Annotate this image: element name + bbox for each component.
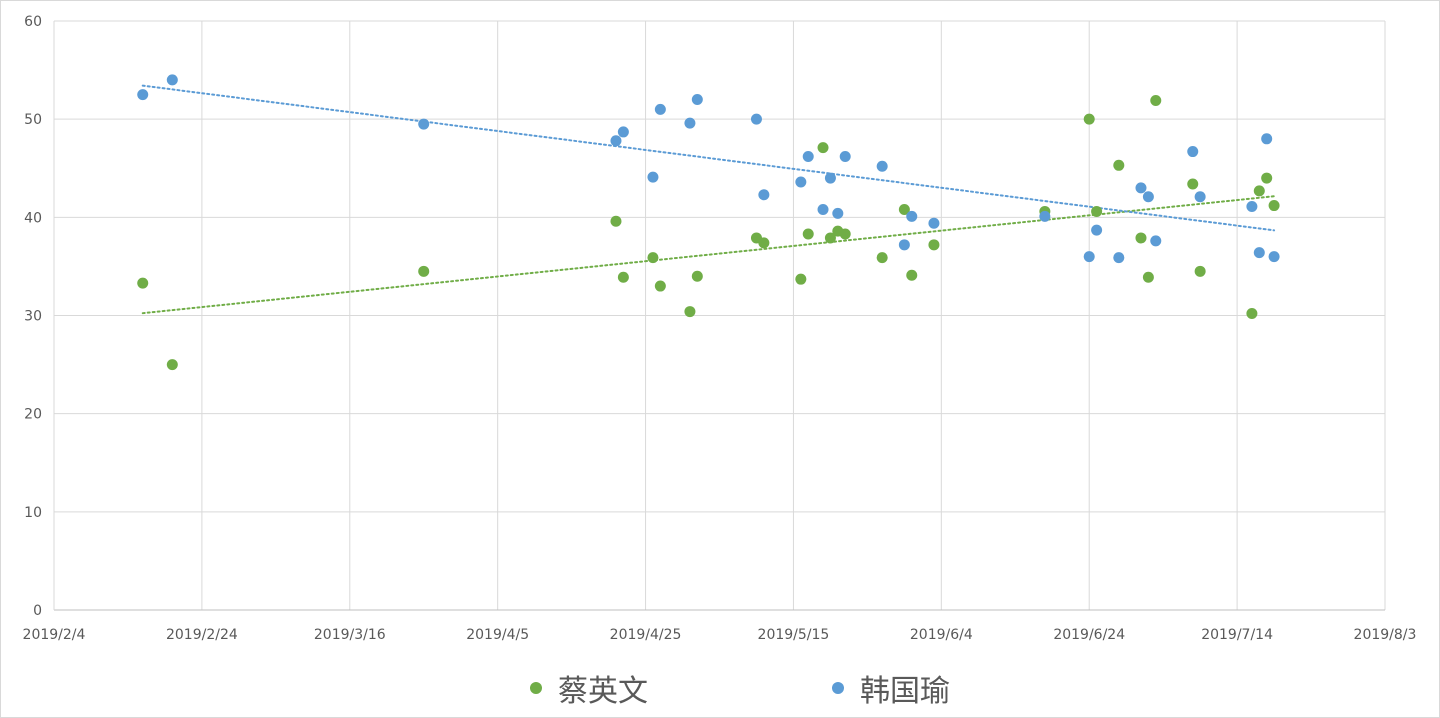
x-tick-label: 2019/5/15 <box>758 627 830 643</box>
legend-item-series-1: 韩国瑜 <box>832 664 950 712</box>
trendlines <box>141 84 1276 315</box>
data-point-series-0 <box>817 142 829 154</box>
x-tick-label: 2019/3/16 <box>314 627 386 643</box>
data-point-series-1 <box>610 135 622 147</box>
data-point-series-1 <box>1135 182 1147 194</box>
data-point-series-0 <box>824 232 836 244</box>
data-point-series-1 <box>418 118 430 130</box>
data-point-series-0 <box>1253 185 1265 197</box>
data-point-series-1 <box>691 94 703 106</box>
data-point-series-0 <box>802 228 814 240</box>
y-tick-label: 50 <box>24 112 42 128</box>
legend-label-series-0: 蔡英文 <box>558 674 648 709</box>
data-point-series-0 <box>795 273 807 285</box>
data-point-series-1 <box>795 176 807 188</box>
data-point-series-0 <box>137 277 149 289</box>
data-point-series-1 <box>684 117 696 129</box>
tick-labels: 0 10 20 30 40 50 60 2019/2/4 2019/2/24 2019/3/16 2… <box>23 14 1417 643</box>
y-tick-label: 20 <box>24 407 42 423</box>
data-point-series-0 <box>1091 205 1103 217</box>
trendline-series-1 <box>141 84 1276 232</box>
data-point-series-0 <box>166 359 178 371</box>
data-point-series-1 <box>1261 133 1273 145</box>
data-point-series-1 <box>898 239 910 251</box>
x-tick-label: 2019/6/4 <box>910 627 973 643</box>
data-point-series-0 <box>684 306 696 318</box>
x-tick-label: 2019/7/14 <box>1201 627 1273 643</box>
data-point-series-1 <box>1246 201 1258 213</box>
data-point-series-0 <box>654 280 666 292</box>
data-point-series-0 <box>906 269 918 281</box>
data-point-series-0 <box>1150 95 1162 107</box>
legend-item-series-0: 蔡英文 <box>530 664 648 712</box>
x-tick-label: 2019/6/24 <box>1053 627 1125 643</box>
data-point-series-0 <box>1261 172 1273 184</box>
data-point-series-0 <box>1083 113 1095 125</box>
legend-label-series-1: 韩国瑜 <box>860 674 950 709</box>
data-point-series-1 <box>1150 235 1162 247</box>
data-point-series-0 <box>691 270 703 282</box>
y-tick-label: 0 <box>33 603 42 619</box>
data-point-series-1 <box>817 203 829 215</box>
data-point-series-1 <box>137 89 149 101</box>
data-point-series-0 <box>1246 308 1258 320</box>
data-point-series-0 <box>758 237 770 249</box>
data-point-series-1 <box>1039 210 1051 222</box>
data-point-series-0 <box>839 228 851 240</box>
data-point-series-0 <box>418 265 430 277</box>
y-tick-label: 30 <box>24 309 42 325</box>
legend-marker-series-0 <box>530 682 542 694</box>
data-point-series-0 <box>1187 178 1199 190</box>
data-point-series-0 <box>617 271 629 283</box>
data-point-series-1 <box>750 113 762 125</box>
data-point-series-1 <box>1113 252 1125 264</box>
data-point-series-1 <box>928 217 940 229</box>
data-point-series-1 <box>1142 191 1154 203</box>
data-point-series-1 <box>802 150 814 162</box>
data-point-series-0 <box>1194 265 1206 277</box>
data-points <box>137 74 1280 371</box>
data-point-series-0 <box>1142 271 1154 283</box>
data-point-series-1 <box>876 160 888 172</box>
x-tick-label: 2019/4/5 <box>466 627 529 643</box>
y-tick-label: 60 <box>24 14 42 30</box>
legend-marker-series-1 <box>832 682 844 694</box>
data-point-series-0 <box>928 239 940 251</box>
axes <box>53 21 1385 611</box>
data-point-series-0 <box>898 203 910 215</box>
trendline-series-0 <box>141 195 1276 315</box>
x-tick-label: 2019/2/4 <box>23 627 86 643</box>
data-point-series-1 <box>1268 251 1280 263</box>
data-point-series-0 <box>610 215 622 227</box>
y-tick-label: 40 <box>24 210 42 226</box>
gridlines <box>54 20 1386 610</box>
data-point-series-1 <box>1091 224 1103 236</box>
data-point-series-1 <box>906 210 918 222</box>
data-point-series-1 <box>1194 191 1206 203</box>
x-tick-label: 2019/4/25 <box>610 627 682 643</box>
data-point-series-1 <box>1083 251 1095 263</box>
data-point-series-1 <box>824 172 836 184</box>
data-point-series-0 <box>1135 232 1147 244</box>
data-point-series-1 <box>647 171 659 183</box>
x-tick-label: 2019/2/24 <box>166 627 238 643</box>
data-point-series-1 <box>617 126 629 138</box>
x-tick-label: 2019/8/3 <box>1354 627 1417 643</box>
y-tick-label: 10 <box>24 505 42 521</box>
data-point-series-1 <box>839 150 851 162</box>
data-point-series-1 <box>832 207 844 219</box>
data-point-series-1 <box>654 103 666 115</box>
data-point-series-0 <box>876 252 888 264</box>
data-point-series-0 <box>647 252 659 264</box>
scatter-chart: 0 10 20 30 40 50 60 2019/2/4 2019/2/24 2019/3/16 2… <box>23 14 1417 643</box>
data-point-series-1 <box>1187 146 1199 158</box>
data-point-series-0 <box>1268 200 1280 212</box>
data-point-series-1 <box>758 189 770 201</box>
data-point-series-1 <box>1253 247 1265 259</box>
data-point-series-0 <box>1113 159 1125 171</box>
data-point-series-1 <box>166 74 178 86</box>
